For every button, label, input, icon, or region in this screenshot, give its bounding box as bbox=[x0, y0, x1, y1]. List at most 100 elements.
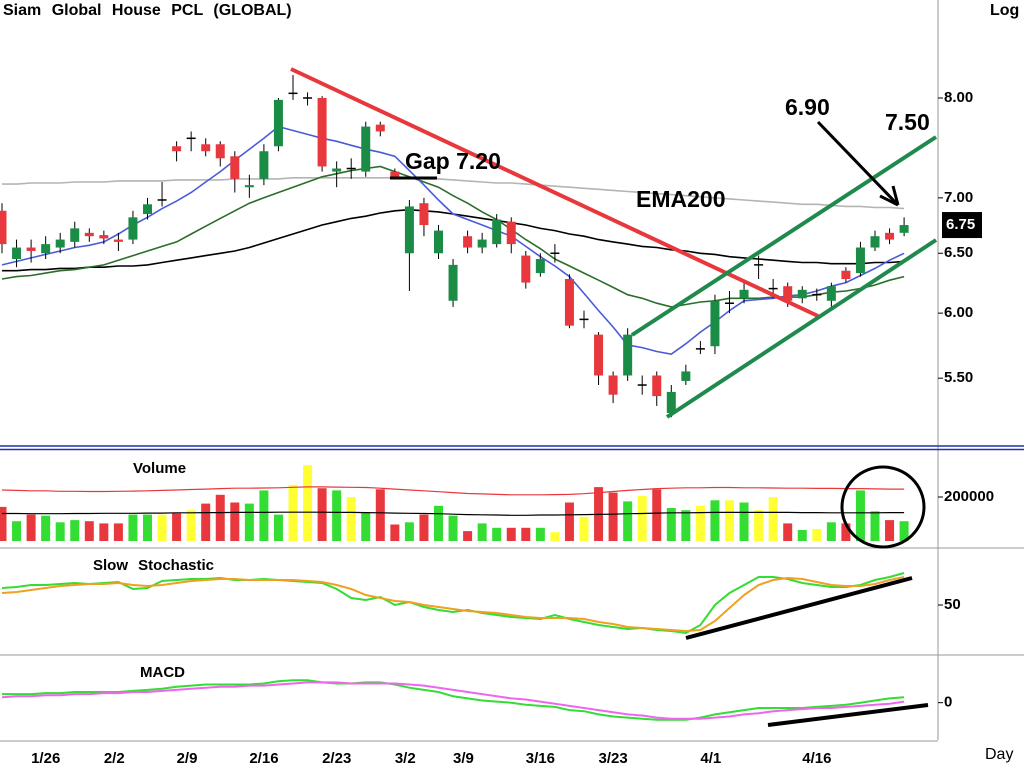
channel-lower bbox=[665, 238, 938, 419]
candle-body bbox=[681, 371, 691, 381]
x-tick-label: 3/23 bbox=[599, 750, 628, 767]
volume-bar bbox=[434, 505, 443, 541]
candle-body bbox=[564, 279, 574, 326]
volume-bar bbox=[215, 494, 225, 541]
volume-bar bbox=[419, 514, 429, 541]
volume-bar bbox=[41, 515, 51, 541]
channel-upper bbox=[630, 135, 938, 337]
candle-body bbox=[390, 171, 400, 177]
volume-bar bbox=[521, 527, 531, 541]
volume-bar bbox=[710, 500, 720, 541]
volume-bar bbox=[608, 492, 618, 541]
arrow bbox=[816, 120, 900, 207]
candle-body bbox=[768, 287, 778, 290]
line bbox=[2, 679, 905, 721]
highlight-circle bbox=[840, 465, 926, 549]
candle-body bbox=[84, 232, 94, 237]
volume-bar bbox=[899, 521, 909, 541]
candle-body bbox=[652, 375, 662, 397]
candle-body bbox=[41, 244, 51, 254]
x-tick-label: 3/9 bbox=[453, 750, 474, 767]
x-tick-label: 3/16 bbox=[526, 750, 555, 767]
candle-body bbox=[594, 334, 604, 376]
candle-body bbox=[201, 144, 211, 152]
price-tag bbox=[942, 212, 982, 239]
candle-body bbox=[244, 185, 254, 188]
volume-bar bbox=[12, 521, 22, 541]
candle-body bbox=[448, 264, 458, 301]
volume-bar bbox=[535, 527, 545, 541]
candle-body bbox=[99, 235, 109, 239]
volume-bar bbox=[303, 465, 313, 541]
volume-bar bbox=[681, 510, 691, 541]
trend-line bbox=[685, 576, 913, 640]
candle-body bbox=[375, 124, 385, 132]
candle-body bbox=[550, 252, 560, 255]
volume-bar bbox=[579, 516, 589, 541]
candle-body bbox=[463, 236, 473, 248]
candle-body bbox=[812, 293, 822, 296]
line bbox=[2, 177, 905, 210]
candle-body bbox=[303, 97, 313, 99]
line bbox=[1, 576, 905, 633]
volume-bar bbox=[230, 502, 240, 541]
candle-body bbox=[419, 203, 429, 226]
candle-body bbox=[12, 247, 22, 260]
candle-body bbox=[273, 99, 283, 147]
volume-bar bbox=[564, 502, 574, 541]
volume-bar bbox=[390, 524, 400, 541]
candle-body bbox=[434, 230, 443, 254]
volume-bar bbox=[652, 489, 662, 541]
price-tag-label: 6.75 bbox=[946, 216, 975, 233]
panel-title: MACD bbox=[140, 664, 185, 681]
volume-bar bbox=[201, 503, 211, 541]
annotation: 7.50 bbox=[885, 109, 930, 135]
panel-title: Slow Stochastic bbox=[93, 557, 214, 574]
trend-line bbox=[767, 703, 929, 727]
volume-bar bbox=[404, 522, 414, 541]
line bbox=[1, 681, 905, 720]
volume-bar bbox=[812, 528, 822, 541]
volume-bar bbox=[0, 506, 7, 541]
x-tick-label: 2/2 bbox=[104, 750, 125, 767]
x-tick-label: 2/9 bbox=[177, 750, 198, 767]
volume-bar bbox=[783, 523, 793, 541]
volume-bar bbox=[637, 495, 647, 541]
x-tick-label: 4/16 bbox=[802, 750, 831, 767]
volume-bar bbox=[26, 514, 36, 541]
volume-bar bbox=[870, 511, 880, 541]
y-tick-label: 7.00 bbox=[944, 189, 973, 206]
candle-body bbox=[113, 239, 123, 242]
candle-body bbox=[477, 239, 487, 248]
candle-body bbox=[826, 286, 836, 301]
y-tick-label: 8.00 bbox=[944, 89, 973, 106]
y-tick-label: 5.50 bbox=[944, 369, 973, 386]
candle-body bbox=[346, 167, 356, 170]
volume-bar bbox=[477, 523, 487, 541]
volume-bar bbox=[186, 510, 196, 541]
annotation: Gap 7.20 bbox=[405, 148, 501, 174]
candle-body bbox=[608, 375, 618, 395]
volume-bar bbox=[506, 527, 516, 541]
volume-bar bbox=[754, 510, 764, 541]
volume-bar bbox=[55, 522, 65, 541]
volume-bar bbox=[244, 503, 254, 541]
volume-bar bbox=[99, 523, 109, 541]
candle-body bbox=[797, 289, 807, 299]
volume-bar bbox=[739, 502, 749, 541]
candle-body bbox=[579, 318, 589, 321]
volume-bar bbox=[885, 520, 895, 541]
candle-body bbox=[695, 348, 705, 350]
volume-bar bbox=[346, 497, 356, 541]
candle-body bbox=[885, 232, 895, 240]
candle-body bbox=[0, 210, 7, 245]
y-tick-label: 6.00 bbox=[944, 304, 973, 321]
volume-bar bbox=[332, 490, 342, 541]
candle-body bbox=[725, 302, 734, 304]
panel-title: Volume bbox=[133, 460, 186, 477]
line bbox=[1, 125, 905, 355]
candle-body bbox=[637, 384, 647, 386]
candle-body bbox=[259, 151, 269, 179]
